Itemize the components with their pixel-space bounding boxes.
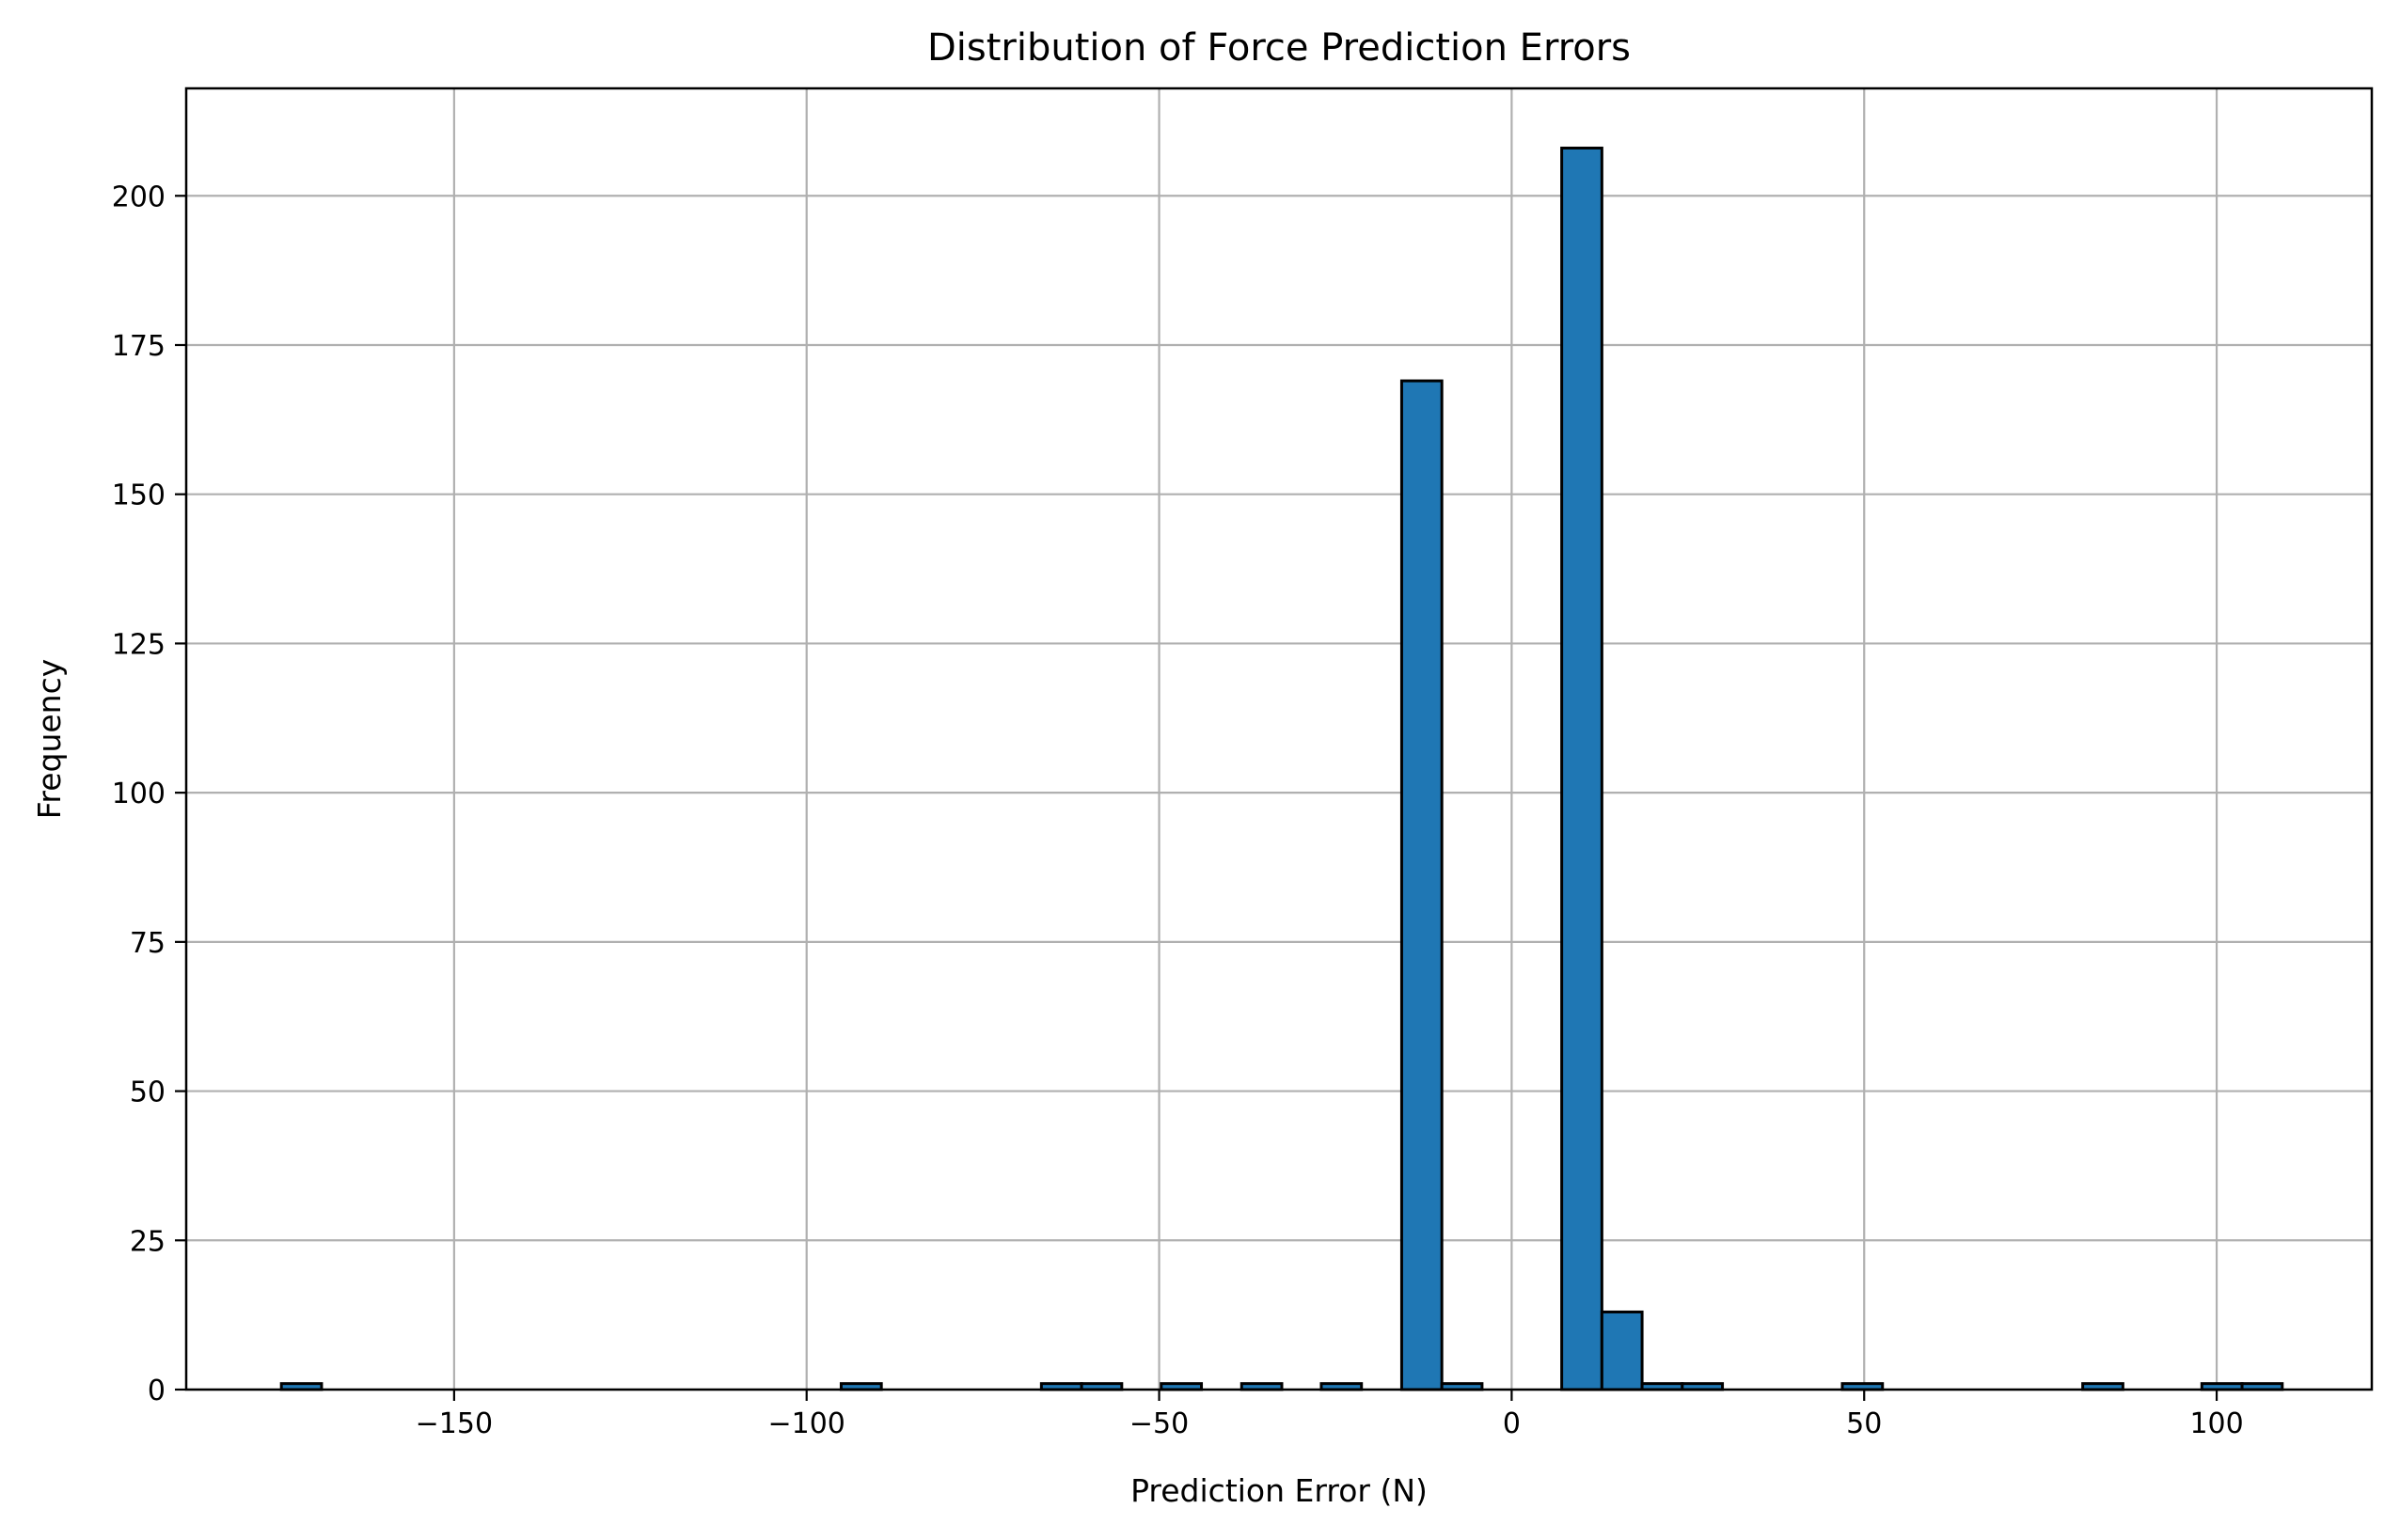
x-axis-ticks: −150 −100 −50 0 50 100	[416, 1390, 2244, 1440]
x-tick-label: 100	[2189, 1407, 2243, 1440]
y-axis-ticks: 0 25 50 75 100 125 150 175 200	[112, 181, 186, 1407]
x-tick-label: 0	[1503, 1407, 1521, 1440]
x-tick-label: −50	[1129, 1407, 1189, 1440]
y-tick-label: 50	[130, 1076, 166, 1109]
y-tick-label: 25	[130, 1225, 166, 1258]
y-axis-label: Frequency	[31, 659, 68, 819]
x-tick-label: −150	[416, 1407, 493, 1440]
histogram-bar	[1560, 146, 1603, 1391]
x-tick-label: −100	[768, 1407, 845, 1440]
plot-area-frame	[184, 86, 2374, 1391]
chart-title: Distribution of Force Prediction Errors	[927, 26, 1631, 70]
histogram-bars	[279, 146, 2284, 1391]
grid-lines	[186, 88, 2372, 1391]
y-tick-label: 0	[148, 1375, 166, 1407]
y-tick-label: 125	[112, 628, 166, 661]
x-tick-label: 50	[1846, 1407, 1882, 1440]
x-axis-label: Prediction Error (N)	[1130, 1472, 1428, 1509]
histogram-bar	[1399, 379, 1444, 1391]
y-tick-label: 75	[130, 927, 166, 960]
y-tick-label: 100	[112, 778, 166, 810]
y-tick-label: 200	[112, 181, 166, 213]
y-tick-label: 150	[112, 479, 166, 512]
histogram-bar	[1600, 1310, 1644, 1391]
y-tick-label: 175	[112, 330, 166, 363]
